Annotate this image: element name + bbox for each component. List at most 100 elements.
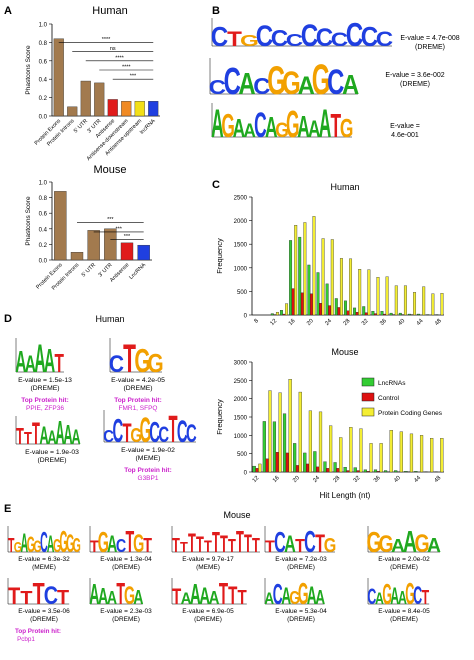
e-motif-2-letter: T: [236, 525, 244, 559]
e-motif-2-letter: T: [220, 532, 228, 558]
d-evalue: E-value = 1.9e-03: [25, 449, 79, 456]
bar: [294, 225, 298, 316]
bar: [399, 431, 403, 473]
b-evalue: E-value = 4.7e-008: [400, 35, 459, 42]
bar: [343, 300, 347, 316]
bar: [349, 258, 353, 316]
panel-label-e: E: [4, 503, 11, 515]
e-motif-4-letter: A: [391, 536, 405, 556]
e-motif-0-letter: A: [47, 530, 55, 557]
e-motif-5-letter: T: [20, 589, 32, 609]
bar: [419, 435, 424, 473]
bar: [148, 101, 159, 117]
y-tick-label: 0.2: [39, 243, 48, 249]
bar: [330, 239, 334, 316]
bar: [404, 471, 408, 473]
e-motif-2-letter: T: [180, 539, 188, 555]
bar: [364, 312, 368, 316]
x-tick-label: 32: [361, 318, 370, 327]
e-evalue: E-value = 9.7e-17: [182, 556, 234, 563]
bar: [309, 293, 313, 316]
e-motif-0-letter: G: [27, 532, 35, 557]
x-tick-label: 44: [416, 318, 425, 327]
bar: [265, 458, 269, 473]
d-hit-title: Top Protein hit:: [124, 467, 172, 474]
bar: [285, 303, 289, 316]
y-axis-label: Frequency: [215, 238, 224, 274]
d-motif-3-letter: C: [177, 415, 188, 449]
bar: [394, 470, 398, 473]
bar: [134, 101, 145, 117]
d-motif-3-letter: T: [168, 409, 177, 451]
bar: [298, 391, 302, 473]
x-tick-label: LncRNA: [128, 262, 147, 281]
bar: [369, 443, 373, 473]
bar: [137, 244, 150, 261]
bar: [321, 238, 325, 316]
bar: [300, 292, 304, 316]
d-motif-0-letter: A: [34, 336, 45, 381]
d-motif-0-letter: A: [44, 344, 55, 380]
bar: [288, 379, 292, 473]
e-motif-4-letter: A: [403, 526, 417, 560]
e-motif-6-letter: A: [89, 577, 99, 610]
b-motif-0-letter: C: [271, 25, 289, 52]
bar: [329, 425, 333, 473]
e-method: (DREME): [390, 564, 418, 571]
bar: [262, 421, 266, 473]
b-motif-1-letter: A: [342, 70, 359, 100]
e-motif-1-letter: C: [116, 536, 126, 556]
d-motif-1-letter: G: [147, 350, 163, 379]
bar: [289, 240, 293, 316]
y-tick-label: 2000: [234, 219, 248, 225]
legend-swatch: [361, 407, 375, 417]
e-motif-4-letter: A: [427, 535, 441, 557]
y-tick-label: 0.8: [39, 41, 48, 47]
bar: [414, 471, 418, 473]
bar: [353, 467, 357, 473]
d-motif-2-letter: T: [24, 429, 32, 448]
y-tick-label: 0.8: [39, 196, 48, 202]
panel-e-title: Mouse: [223, 510, 250, 520]
e-motif-8-letter: A: [281, 584, 291, 610]
e-method: (DREME): [112, 616, 140, 623]
b-motif-0-letter: C: [361, 23, 378, 53]
e-motif-8-letter: G: [298, 577, 309, 612]
d-evalue: E-value = 1.5e-13: [18, 377, 72, 384]
x-tick-label: 40: [393, 475, 402, 484]
d-motif-1-letter: T: [123, 336, 136, 381]
e-hit: Pcbp1: [17, 636, 35, 643]
d-hit: PPIE, ZFP36: [26, 405, 64, 412]
e-motif-0-letter: G: [60, 524, 68, 559]
bar: [70, 251, 84, 261]
e-motif-3-letter: G: [324, 534, 337, 556]
bar: [316, 466, 320, 473]
d-motif-2-letter: A: [47, 426, 56, 448]
bar: [53, 38, 64, 117]
b-motif-1-letter: G: [312, 57, 331, 104]
e-motif-9-letter: C: [413, 582, 422, 610]
e-motif-7-letter: T: [219, 577, 228, 611]
panel-label-c: C: [212, 179, 220, 191]
bar: [359, 428, 363, 473]
d-motif-3-letter: C: [158, 423, 169, 448]
bar: [94, 82, 105, 117]
e-motif-0-letter: T: [8, 536, 15, 557]
x-tick-label: 8: [253, 318, 260, 325]
bar: [336, 468, 340, 473]
e-motif-8-letter: G: [289, 588, 300, 608]
e-motif-5-letter: T: [8, 582, 21, 609]
e-motif-7-letter: A: [181, 590, 192, 608]
bar: [67, 106, 78, 117]
legend-label: Protein Coding Genes: [378, 410, 443, 417]
bar: [383, 313, 387, 316]
bar: [303, 452, 307, 473]
e-motif-9-letter: G: [382, 578, 392, 611]
bar: [325, 283, 329, 316]
e-motif-3-letter: A: [284, 532, 296, 558]
e-motif-0-letter: G: [73, 536, 81, 557]
bar: [316, 272, 320, 316]
bar: [334, 298, 338, 316]
